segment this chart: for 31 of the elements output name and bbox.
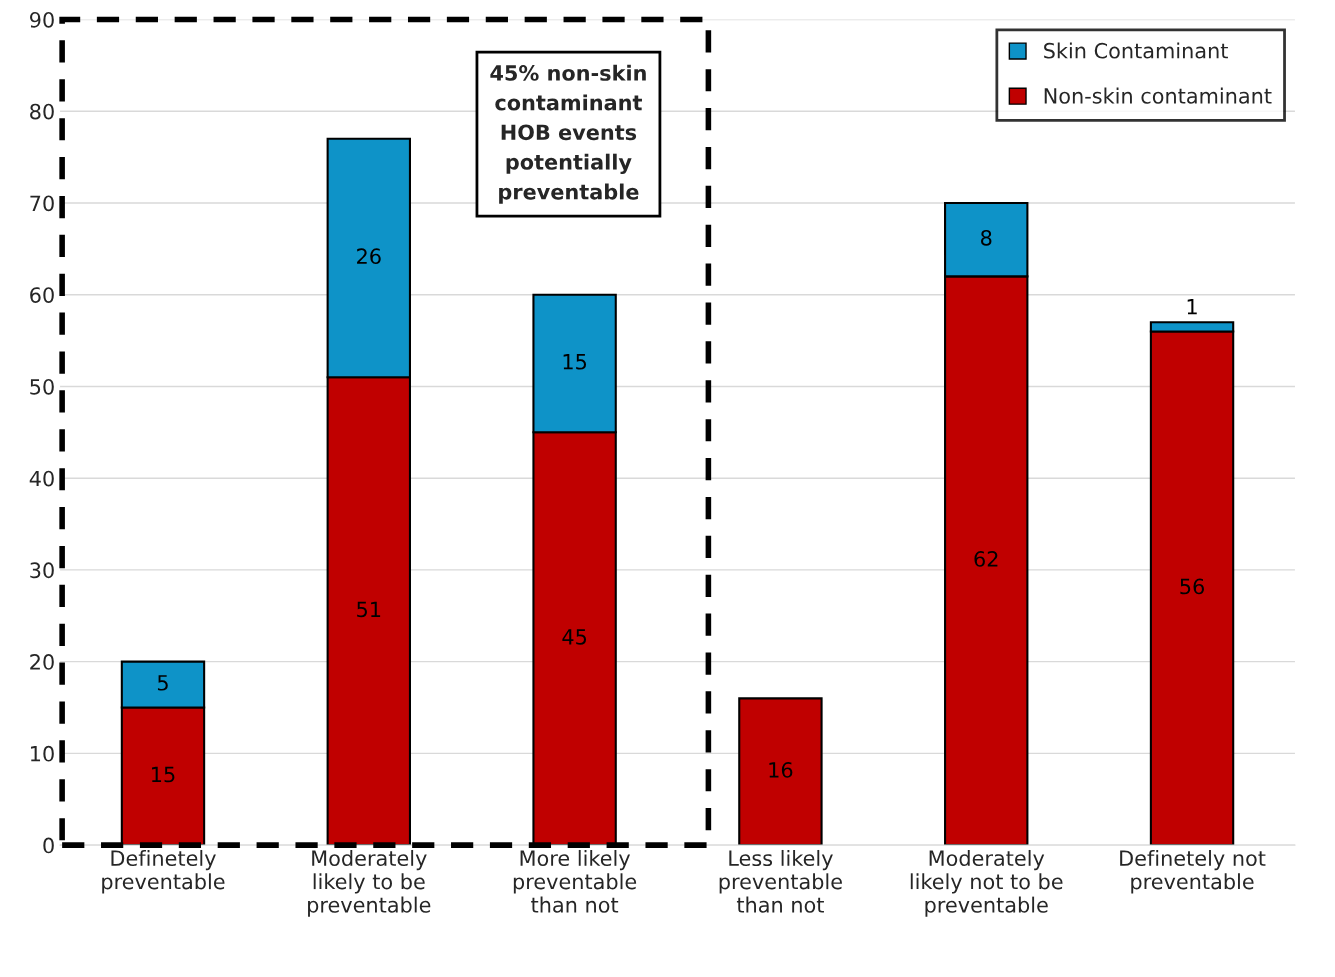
data-label: 62: [974, 551, 998, 567]
data-label: 1: [1187, 299, 1197, 315]
x-tick-label: Less likely preventable than not: [719, 849, 842, 913]
y-tick-label: 40: [29, 470, 54, 487]
y-tick-label: 90: [30, 11, 54, 28]
x-tick-label: Definetely not preventable: [1120, 849, 1266, 894]
data-label: 15: [152, 766, 175, 783]
y-tick-label: 10: [30, 745, 54, 762]
data-label: 8: [981, 229, 992, 246]
legend-label: Non-skin contaminant: [1044, 87, 1272, 104]
data-label: 15: [563, 354, 587, 370]
y-tick-label: 70: [30, 195, 54, 212]
legend-label: Skin Contaminant: [1044, 42, 1228, 59]
data-label: 51: [357, 601, 381, 618]
x-tick-label: Moderately likely to be preventable: [308, 849, 431, 917]
data-label: 45: [562, 629, 587, 645]
y-tick-label: 20: [30, 654, 54, 670]
y-tick-label: 50: [30, 378, 54, 395]
y-tick-label: 80: [30, 103, 54, 120]
y-tick-label: 30: [30, 562, 54, 579]
y-tick-label: 60: [30, 287, 54, 303]
x-tick-label: Moderately likely not to be preventable: [910, 849, 1063, 917]
annotation: 45% non-skin contaminant HOB events potentially preventable: [490, 64, 646, 204]
data-label: 26: [357, 248, 381, 265]
y-tick-label: 0: [43, 837, 54, 854]
data-label: 16: [769, 762, 793, 778]
bar: [738, 697, 823, 846]
x-tick-label: Definetely preventable: [102, 849, 225, 894]
data-label: 5: [157, 675, 168, 691]
data-label: 56: [1180, 578, 1204, 595]
x-tick-label: More likely preventable than not: [513, 849, 637, 913]
